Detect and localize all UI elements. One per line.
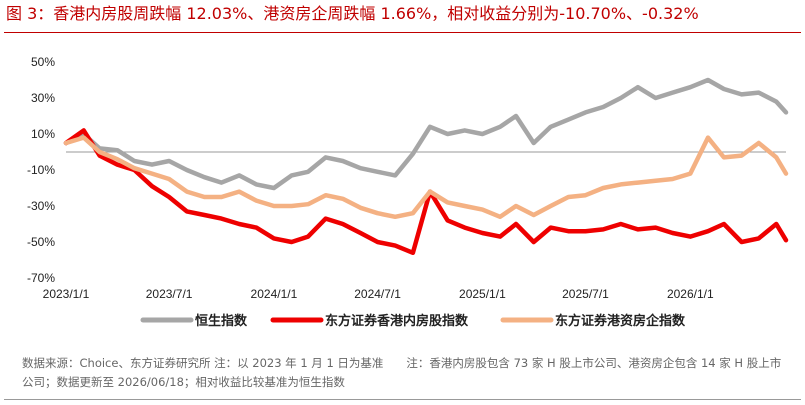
bottom-rule xyxy=(4,399,801,400)
title-rule xyxy=(4,32,801,33)
x-tick-label: 2025/1/1 xyxy=(459,287,506,301)
y-tick-label: -10% xyxy=(27,163,55,177)
legend-label-2: 东方证券港资房企指数 xyxy=(555,313,686,329)
x-tick-label: 2025/7/1 xyxy=(562,287,609,301)
x-tick-label: 2023/1/1 xyxy=(43,287,90,301)
x-tick-label: 2024/1/1 xyxy=(251,287,298,301)
y-axis: 50% 30% 10% -10% -30% -50% -70% xyxy=(27,55,55,285)
series-line-1 xyxy=(63,128,789,256)
y-tick-label: -50% xyxy=(27,235,55,249)
footnote: 数据来源：Choice、东方证券研究所 注：以 2023 年 1 月 1 日为基… xyxy=(22,356,782,389)
series-group xyxy=(63,77,789,256)
series-line-0 xyxy=(63,77,789,191)
y-tick-label: -30% xyxy=(27,199,55,213)
y-tick-label: 10% xyxy=(31,127,55,141)
figure-title: 图 3：香港内房股周跌幅 12.03%、港资房企周跌幅 1.66%，相对收益分别… xyxy=(6,4,699,23)
y-tick-label: 50% xyxy=(31,55,55,69)
x-tick-label: 2026/1/1 xyxy=(667,287,714,301)
legend: 恒生指数 东方证券香港内房股指数 东方证券港资房企指数 xyxy=(140,313,686,329)
x-tick-label: 2023/7/1 xyxy=(146,287,193,301)
legend-label-1: 东方证券香港内房股指数 xyxy=(325,313,469,329)
y-tick-label: 30% xyxy=(31,91,55,105)
legend-label-0: 恒生指数 xyxy=(195,313,248,329)
series-line-2 xyxy=(63,135,789,220)
x-tick-label: 2024/7/1 xyxy=(354,287,401,301)
y-tick-label: -70% xyxy=(27,271,55,285)
x-axis: 2023/1/1 2023/7/1 2024/1/1 2024/7/1 2025/1/1… xyxy=(43,287,714,301)
